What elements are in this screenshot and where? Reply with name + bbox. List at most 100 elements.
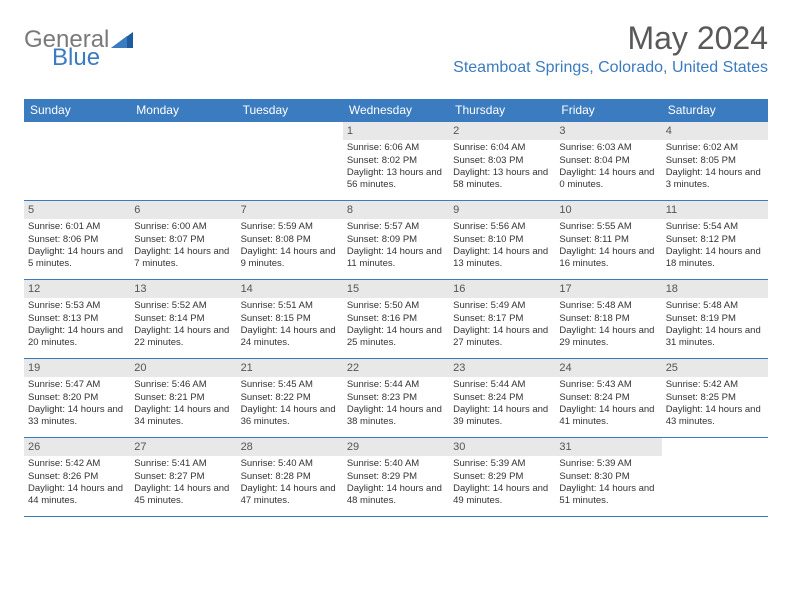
day-body: Sunrise: 5:49 AMSunset: 8:17 PMDaylight:…: [449, 298, 555, 353]
day-cell: 7Sunrise: 5:59 AMSunset: 8:08 PMDaylight…: [237, 201, 343, 279]
sunset-text: Sunset: 8:08 PM: [241, 234, 339, 246]
day-body: Sunrise: 6:02 AMSunset: 8:05 PMDaylight:…: [662, 140, 768, 195]
weekday-wednesday: Wednesday: [343, 99, 449, 121]
day-number: 24: [555, 359, 661, 377]
sunrise-text: Sunrise: 5:44 AM: [453, 379, 551, 391]
day-number: 12: [24, 280, 130, 298]
week-row: 26Sunrise: 5:42 AMSunset: 8:26 PMDayligh…: [24, 438, 768, 517]
sunrise-text: Sunrise: 5:59 AM: [241, 221, 339, 233]
calendar-grid: Sunday Monday Tuesday Wednesday Thursday…: [24, 99, 768, 517]
sunrise-text: Sunrise: 5:48 AM: [666, 300, 764, 312]
daylight-text: Daylight: 14 hours and 24 minutes.: [241, 325, 339, 350]
daylight-text: Daylight: 14 hours and 5 minutes.: [28, 246, 126, 271]
day-cell: 24Sunrise: 5:43 AMSunset: 8:24 PMDayligh…: [555, 359, 661, 437]
sunset-text: Sunset: 8:28 PM: [241, 471, 339, 483]
day-number: 4: [662, 122, 768, 140]
day-number: 2: [449, 122, 555, 140]
sunset-text: Sunset: 8:06 PM: [28, 234, 126, 246]
day-cell: 14Sunrise: 5:51 AMSunset: 8:15 PMDayligh…: [237, 280, 343, 358]
daylight-text: Daylight: 14 hours and 3 minutes.: [666, 167, 764, 192]
day-body: Sunrise: 5:57 AMSunset: 8:09 PMDaylight:…: [343, 219, 449, 274]
daylight-text: Daylight: 14 hours and 39 minutes.: [453, 404, 551, 429]
day-number: 29: [343, 438, 449, 456]
day-body: Sunrise: 5:44 AMSunset: 8:23 PMDaylight:…: [343, 377, 449, 432]
daylight-text: Daylight: 13 hours and 58 minutes.: [453, 167, 551, 192]
weekday-monday: Monday: [130, 99, 236, 121]
day-cell: 23Sunrise: 5:44 AMSunset: 8:24 PMDayligh…: [449, 359, 555, 437]
sunset-text: Sunset: 8:07 PM: [134, 234, 232, 246]
day-body: Sunrise: 5:59 AMSunset: 8:08 PMDaylight:…: [237, 219, 343, 274]
day-cell: 13Sunrise: 5:52 AMSunset: 8:14 PMDayligh…: [130, 280, 236, 358]
title-block: May 2024 Steamboat Springs, Colorado, Un…: [453, 20, 768, 77]
sunrise-text: Sunrise: 5:56 AM: [453, 221, 551, 233]
day-body: Sunrise: 5:48 AMSunset: 8:19 PMDaylight:…: [662, 298, 768, 353]
sunrise-text: Sunrise: 5:39 AM: [559, 458, 657, 470]
day-number: 16: [449, 280, 555, 298]
day-cell: 1Sunrise: 6:06 AMSunset: 8:02 PMDaylight…: [343, 122, 449, 200]
daylight-text: Daylight: 14 hours and 47 minutes.: [241, 483, 339, 508]
daylight-text: Daylight: 14 hours and 38 minutes.: [347, 404, 445, 429]
daylight-text: Daylight: 14 hours and 13 minutes.: [453, 246, 551, 271]
daylight-text: Daylight: 14 hours and 31 minutes.: [666, 325, 764, 350]
sunset-text: Sunset: 8:05 PM: [666, 155, 764, 167]
daylight-text: Daylight: 14 hours and 43 minutes.: [666, 404, 764, 429]
day-number: 20: [130, 359, 236, 377]
weeks-container: 1Sunrise: 6:06 AMSunset: 8:02 PMDaylight…: [24, 121, 768, 517]
day-cell: 20Sunrise: 5:46 AMSunset: 8:21 PMDayligh…: [130, 359, 236, 437]
sunset-text: Sunset: 8:11 PM: [559, 234, 657, 246]
day-body: Sunrise: 6:04 AMSunset: 8:03 PMDaylight:…: [449, 140, 555, 195]
location-label: Steamboat Springs, Colorado, United Stat…: [453, 59, 768, 77]
day-cell: 15Sunrise: 5:50 AMSunset: 8:16 PMDayligh…: [343, 280, 449, 358]
sunrise-text: Sunrise: 5:52 AM: [134, 300, 232, 312]
day-number: 14: [237, 280, 343, 298]
day-cell: 6Sunrise: 6:00 AMSunset: 8:07 PMDaylight…: [130, 201, 236, 279]
daylight-text: Daylight: 14 hours and 36 minutes.: [241, 404, 339, 429]
logo-text-blue-wrap: Blue: [52, 44, 100, 72]
day-number: 11: [662, 201, 768, 219]
sunrise-text: Sunrise: 5:57 AM: [347, 221, 445, 233]
day-number: 18: [662, 280, 768, 298]
day-body: Sunrise: 5:50 AMSunset: 8:16 PMDaylight:…: [343, 298, 449, 353]
sunset-text: Sunset: 8:03 PM: [453, 155, 551, 167]
day-cell: 9Sunrise: 5:56 AMSunset: 8:10 PMDaylight…: [449, 201, 555, 279]
day-body: Sunrise: 6:01 AMSunset: 8:06 PMDaylight:…: [24, 219, 130, 274]
daylight-text: Daylight: 14 hours and 34 minutes.: [134, 404, 232, 429]
day-number: 23: [449, 359, 555, 377]
daylight-text: Daylight: 14 hours and 0 minutes.: [559, 167, 657, 192]
day-body: Sunrise: 5:42 AMSunset: 8:25 PMDaylight:…: [662, 377, 768, 432]
sunrise-text: Sunrise: 5:47 AM: [28, 379, 126, 391]
sunrise-text: Sunrise: 5:44 AM: [347, 379, 445, 391]
day-body: Sunrise: 6:03 AMSunset: 8:04 PMDaylight:…: [555, 140, 661, 195]
sunrise-text: Sunrise: 6:02 AM: [666, 142, 764, 154]
sunrise-text: Sunrise: 5:48 AM: [559, 300, 657, 312]
sunrise-text: Sunrise: 5:40 AM: [347, 458, 445, 470]
sunrise-text: Sunrise: 5:42 AM: [28, 458, 126, 470]
sunset-text: Sunset: 8:26 PM: [28, 471, 126, 483]
day-number: 22: [343, 359, 449, 377]
week-row: 12Sunrise: 5:53 AMSunset: 8:13 PMDayligh…: [24, 280, 768, 359]
day-cell: 3Sunrise: 6:03 AMSunset: 8:04 PMDaylight…: [555, 122, 661, 200]
day-cell: 28Sunrise: 5:40 AMSunset: 8:28 PMDayligh…: [237, 438, 343, 516]
sunset-text: Sunset: 8:02 PM: [347, 155, 445, 167]
month-title: May 2024: [453, 20, 768, 57]
daylight-text: Daylight: 14 hours and 16 minutes.: [559, 246, 657, 271]
sunset-text: Sunset: 8:29 PM: [453, 471, 551, 483]
week-row: 1Sunrise: 6:06 AMSunset: 8:02 PMDaylight…: [24, 121, 768, 201]
sunrise-text: Sunrise: 5:55 AM: [559, 221, 657, 233]
day-cell: 2Sunrise: 6:04 AMSunset: 8:03 PMDaylight…: [449, 122, 555, 200]
calendar-page: General May 2024 Steamboat Springs, Colo…: [0, 0, 792, 537]
sunrise-text: Sunrise: 5:46 AM: [134, 379, 232, 391]
daylight-text: Daylight: 14 hours and 41 minutes.: [559, 404, 657, 429]
day-body: Sunrise: 5:44 AMSunset: 8:24 PMDaylight:…: [449, 377, 555, 432]
weekday-friday: Friday: [555, 99, 661, 121]
sunrise-text: Sunrise: 5:39 AM: [453, 458, 551, 470]
sunset-text: Sunset: 8:27 PM: [134, 471, 232, 483]
sunset-text: Sunset: 8:13 PM: [28, 313, 126, 325]
daylight-text: Daylight: 14 hours and 22 minutes.: [134, 325, 232, 350]
sunrise-text: Sunrise: 6:04 AM: [453, 142, 551, 154]
day-body: Sunrise: 5:39 AMSunset: 8:29 PMDaylight:…: [449, 456, 555, 511]
sunrise-text: Sunrise: 6:03 AM: [559, 142, 657, 154]
daylight-text: Daylight: 14 hours and 25 minutes.: [347, 325, 445, 350]
day-cell: 29Sunrise: 5:40 AMSunset: 8:29 PMDayligh…: [343, 438, 449, 516]
sunset-text: Sunset: 8:22 PM: [241, 392, 339, 404]
